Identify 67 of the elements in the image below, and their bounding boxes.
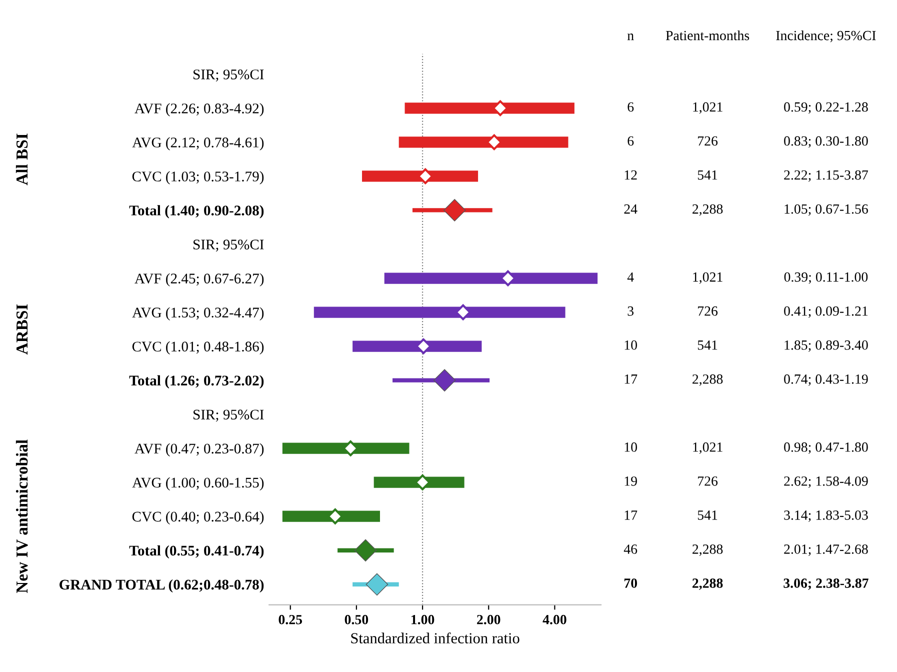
text: 2.62; 1.58-4.09 [784, 476, 868, 488]
text: 0.74; 0.43-1.19 [784, 374, 868, 386]
text: 0.41; 0.09-1.21 [784, 306, 868, 318]
text: 6 [628, 102, 634, 112]
text: 1.85; 0.89-3.40 [784, 340, 868, 352]
text: 0.98; 0.47-1.80 [784, 442, 868, 454]
category-label: n [627, 34, 634, 40]
text: 17 [624, 374, 638, 384]
y-tick-label: AVF (2.45; 0.67-6.27) [134, 273, 264, 286]
text: 2.01; 1.47-2.68 [784, 544, 868, 556]
y-tick-label: SIR; 95%CI [194, 70, 264, 82]
text: 70 [624, 578, 638, 588]
text: 541 [698, 340, 718, 350]
text: 2.22; 1.15-3.87 [784, 170, 868, 182]
text: 726 [698, 136, 718, 146]
text: 0.39; 0.11-1.00 [784, 272, 868, 284]
text: New IV antimicrobial [16, 440, 28, 594]
text: 4 [627, 272, 634, 282]
text: 2,288 [692, 544, 723, 556]
text: 0.59; 0.22-1.28 [784, 102, 868, 114]
text: 19 [624, 476, 637, 486]
text: 17 [624, 510, 638, 520]
x-axis-title: Standardized infection ratio [351, 632, 520, 644]
x-tick-label: 0.50 [344, 614, 368, 624]
y-tick-label: GRAND TOTAL (0.62;0.48-0.78) [60, 579, 264, 593]
text: 3.14; 1.83-5.03 [784, 510, 868, 522]
text: 6 [628, 136, 634, 146]
text: 1,021 [693, 272, 722, 284]
category-label: Patient-months [666, 30, 750, 40]
y-tick-label: CVC (1.01; 0.48-1.86) [132, 341, 264, 354]
x-tick-label: 2.00 [477, 614, 500, 624]
text: 1,021 [693, 442, 722, 454]
text: 541 [698, 170, 718, 180]
text: 1,021 [693, 102, 722, 114]
text: 10 [624, 442, 638, 452]
text: 10 [624, 340, 638, 350]
y-tick-label: CVC (0.40; 0.23-0.64) [132, 511, 264, 525]
text: 541 [698, 510, 718, 520]
text: 726 [698, 306, 718, 316]
y-tick-label: AVF (2.26; 0.83-4.92) [134, 103, 264, 116]
y-tick-label: AVG (1.53; 0.32-4.47) [132, 307, 264, 320]
y-tick-label: SIR; 95%CI [194, 410, 264, 422]
text: 2,288 [692, 374, 723, 386]
x-tick-label: 1.00 [412, 614, 434, 624]
y-tick-label: Total (0.55; 0.41-0.74) [129, 545, 264, 559]
y-tick-label: AVF (0.47; 0.23-0.87) [134, 443, 264, 456]
text: 2,288 [692, 578, 723, 590]
text: 0.83; 0.30-1.80 [784, 136, 868, 148]
y-tick-label: Total (1.40; 0.90-2.08) [129, 205, 264, 218]
text: 3.06; 2.38-3.87 [784, 578, 868, 590]
x-tick-label: 0.25 [278, 614, 302, 624]
text: 1.05; 0.67-1.56 [784, 204, 868, 216]
x-tick-label: 4.00 [542, 614, 566, 624]
text: 46 [624, 544, 638, 554]
text: 726 [698, 476, 718, 486]
text: 12 [624, 170, 637, 180]
y-tick-label: AVG (1.00; 0.60-1.55) [132, 477, 264, 491]
y-tick-label: CVC (1.03; 0.53-1.79) [132, 171, 264, 184]
text: 2,288 [692, 204, 723, 216]
text: ARBSI [16, 304, 28, 355]
text: All BSI [16, 134, 28, 186]
y-tick-label: AVG (2.12; 0.78-4.61) [132, 137, 264, 150]
y-tick-label: SIR; 95%CI [194, 240, 264, 252]
category-label: Incidence; 95%CI [776, 30, 876, 42]
y-tick-label: Total (1.26; 0.73-2.02) [129, 375, 264, 388]
text: 3 [628, 306, 634, 316]
text: 24 [624, 204, 638, 214]
